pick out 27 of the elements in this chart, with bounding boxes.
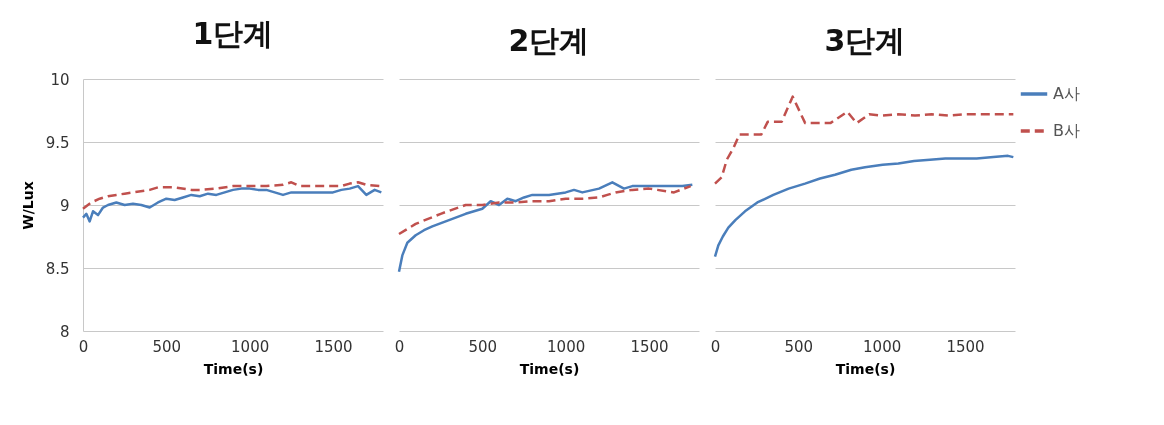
x-tick-label: 1500 — [630, 337, 669, 356]
x-axis-title: Time(s) — [519, 360, 580, 377]
y-tick-label: 9 — [59, 196, 70, 215]
legend-label: B사 — [1053, 121, 1080, 140]
x-tick-label: 1000 — [547, 337, 586, 356]
x-tick-label: 1500 — [946, 337, 985, 356]
x-tick-label: 500 — [468, 337, 498, 356]
x-axis-title: Time(s) — [835, 360, 896, 377]
x-tick-label: 1000 — [231, 337, 270, 356]
y-tick-label: 9.5 — [45, 133, 70, 152]
x-tick-label: 0 — [710, 337, 721, 356]
y-tick-label: 8 — [59, 322, 70, 341]
chart-title: 2단계 — [508, 23, 590, 58]
x-axis-title: Time(s) — [203, 360, 264, 377]
chart-title: 3단계 — [824, 23, 906, 58]
chart-title: 1단계 — [192, 16, 274, 51]
y-axis-title: W/Lux — [19, 181, 36, 230]
legend-label: A사 — [1053, 84, 1080, 103]
x-tick-label: 500 — [152, 337, 182, 356]
x-tick-label: 1000 — [863, 337, 902, 356]
line-series — [81, 184, 383, 223]
x-tick-label: 0 — [394, 337, 405, 356]
y-tick-label: 8.5 — [45, 259, 70, 278]
x-tick-label: 1500 — [314, 337, 353, 356]
y-tick-label: 10 — [50, 70, 70, 89]
x-tick-label: 0 — [78, 337, 89, 356]
x-tick-label: 500 — [784, 337, 814, 356]
